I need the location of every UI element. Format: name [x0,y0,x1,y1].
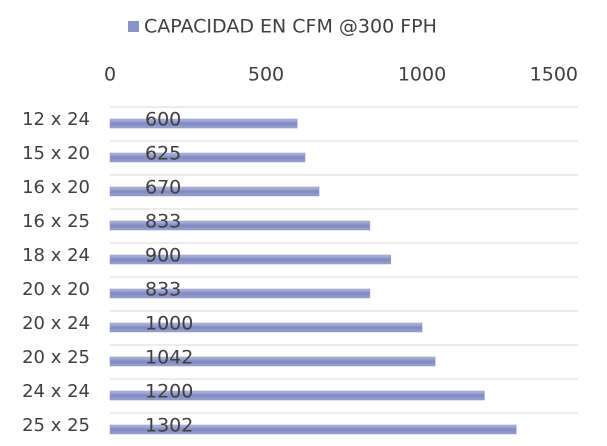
y-tick-label: 16 x 25 [22,211,90,232]
data-label: 600 [145,109,181,131]
data-label: 670 [145,177,181,199]
y-tick-label: 25 x 25 [22,415,90,436]
bar [109,356,436,367]
data-label: 1302 [145,415,193,437]
bar [109,254,392,265]
x-tick-label: 0 [104,64,116,86]
data-label: 833 [145,211,181,233]
legend-swatch [128,21,139,32]
y-tick-label: 20 x 20 [22,279,90,300]
bar [109,288,371,299]
y-tick-label: 12 x 24 [22,109,90,130]
x-tick-label: 1000 [398,64,446,86]
data-label: 833 [145,279,181,301]
bar [109,322,423,333]
bar [109,152,306,163]
x-tick-label: 500 [248,64,284,86]
bar [109,118,298,129]
y-tick-label: 20 x 24 [22,313,90,334]
y-tick-label: 24 x 24 [22,381,90,402]
data-label: 1000 [145,313,193,335]
data-label: 900 [145,245,181,267]
y-tick-label: 15 x 20 [22,143,90,164]
x-tick-label: 1500 [530,64,578,86]
bar [109,186,320,197]
y-tick-label: 16 x 20 [22,177,90,198]
y-tick-label: 18 x 24 [22,245,90,266]
legend: CAPACIDAD EN CFM @300 FPH [128,16,437,38]
legend-label: CAPACIDAD EN CFM @300 FPH [144,16,437,38]
data-label: 1042 [145,347,193,369]
bar [109,220,371,231]
bar [109,390,485,401]
y-tick-label: 20 x 25 [22,347,90,368]
data-label: 1200 [145,381,193,403]
data-label: 625 [145,143,181,165]
bar [109,424,517,435]
